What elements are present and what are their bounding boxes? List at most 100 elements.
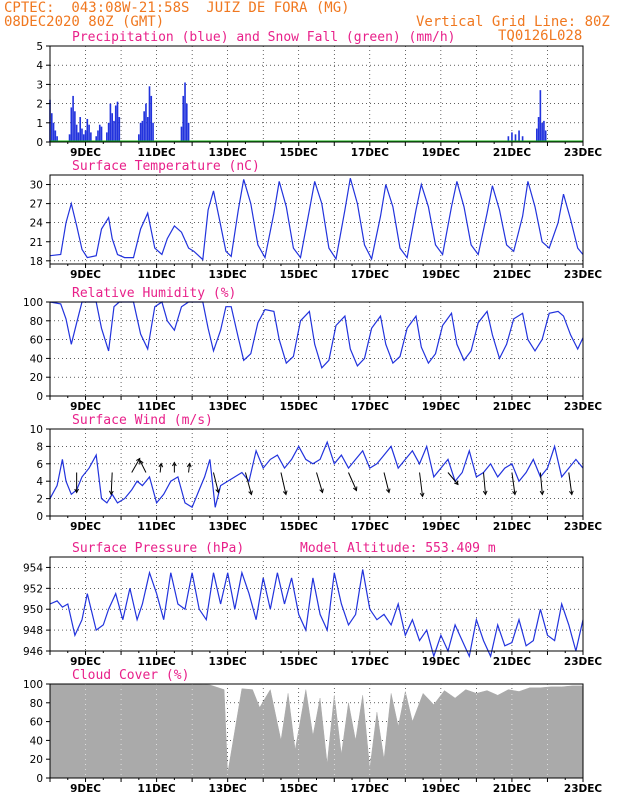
y-tick-label: 20 [30,754,43,766]
wind-arrow-head [74,488,80,494]
precip-bar [50,113,53,142]
x-tick-label: 19DEC [422,401,461,413]
wind-arrow-head [482,490,488,496]
chart-title: Precipitation (blue) and Snow Fall (gree… [72,30,456,45]
y-tick-label: 40 [30,353,43,365]
x-tick-label: 23DEC [564,656,603,668]
y-tick-label: 948 [23,625,43,637]
y-tick-label: 18 [30,256,43,268]
precip-bar [116,101,119,142]
series-line [49,178,584,261]
x-tick-label: 15DEC [280,147,319,159]
precip-bar [100,126,103,142]
wind-arrow-head [419,492,425,498]
precip-bar [84,130,87,142]
precip-bar [97,130,99,142]
wind-arrow [280,472,287,495]
precip-bar [543,120,545,142]
wind-arrow [483,472,487,495]
wind-arrow [188,463,191,473]
wind-arrow-head [108,490,114,496]
x-tick-label: 19DEC [422,147,461,159]
y-tick-label: 952 [23,583,43,595]
x-tick-label: 9DEC [70,147,101,159]
y-tick-label: 10 [30,424,43,436]
wind-arrow-head [569,490,574,496]
wind-arrow-head [454,480,459,486]
x-tick-label: 13DEC [209,269,248,281]
x-tick-label: 21DEC [493,521,532,533]
x-tick-label: 21DEC [493,269,532,281]
y-tick-label: 80 [30,316,43,328]
wind-arrow-head [215,488,220,494]
wind-arrow-head [352,486,358,492]
chart-annotation: Model Altitude: 553.409 m [300,541,496,556]
x-tick-label: 15DEC [280,656,319,668]
precip-bar [95,136,98,142]
wind-arrow [110,472,113,495]
precip-bar [148,86,151,142]
precip-bar [187,122,190,142]
precip-bar [182,95,185,142]
precip-bar [118,117,121,142]
precip-bar [107,122,110,142]
y-tick-label: 954 [23,562,43,574]
x-tick-label: 13DEC [209,521,248,533]
y-tick-label: 2 [36,494,43,506]
precip-bar [106,132,108,142]
x-tick-label: 11DEC [137,269,176,281]
precip-bar [72,95,74,142]
precip-bar [143,111,145,142]
x-tick-label: 17DEC [351,401,390,413]
y-tick-label: 0 [36,391,43,403]
wind-arrow [447,472,459,485]
chart-title: Cloud Cover (%) [72,668,189,683]
precip-bar [75,124,78,142]
precip-bar [86,118,89,142]
precip-bar [150,95,153,142]
chart-title: Surface Wind (m/s) [72,413,213,428]
cloud-cover-area [49,683,584,779]
precip-bar [180,126,183,142]
wind-arrow-head [172,461,177,467]
y-tick-label: 3 [36,79,43,91]
y-tick-label: 24 [30,218,44,230]
x-tick-label: 9DEC [70,783,101,795]
x-tick-label: 9DEC [70,269,101,281]
x-tick-label: 17DEC [351,783,390,795]
x-tick-label: 13DEC [209,147,248,159]
series-line [49,301,584,369]
series-line [49,440,584,509]
x-tick-label: 23DEC [564,401,603,413]
precip-bar [113,120,115,142]
precip-bar [184,82,186,142]
precip-bar [77,132,80,142]
y-tick-label: 5 [36,41,43,53]
precip-bar [52,122,55,142]
precip-bar [544,130,547,142]
y-tick-label: 100 [23,297,43,309]
wind-arrow [539,472,543,495]
precip-bar [511,132,513,142]
x-tick-label: 11DEC [137,783,176,795]
y-tick-label: 4 [36,60,43,72]
x-tick-label: 13DEC [209,656,248,668]
wind-arrow-head [248,490,253,496]
y-tick-label: 2 [36,99,43,111]
precip-bar [152,122,154,142]
wind-arrow [212,472,219,493]
wind-arrow-head [319,488,324,494]
precip-bar [514,134,517,142]
panel-frame [49,45,584,143]
x-tick-label: 17DEC [351,521,390,533]
precip-bar [54,130,57,142]
x-tick-label: 9DEC [70,656,101,668]
chart-panel-2: Surface Temperature (nC) 18 21 24 27 30 9DEC 11… [30,159,603,281]
precip-bar [507,136,510,142]
precip-bar [56,136,58,142]
chart-panel-3: Relative Humidity (%) 0 20 40 60 80 100 9DEC 11D… [23,286,602,413]
precip-bar [185,103,188,142]
x-tick-label: 11DEC [137,656,176,668]
x-tick-label: 9DEC [70,401,101,413]
